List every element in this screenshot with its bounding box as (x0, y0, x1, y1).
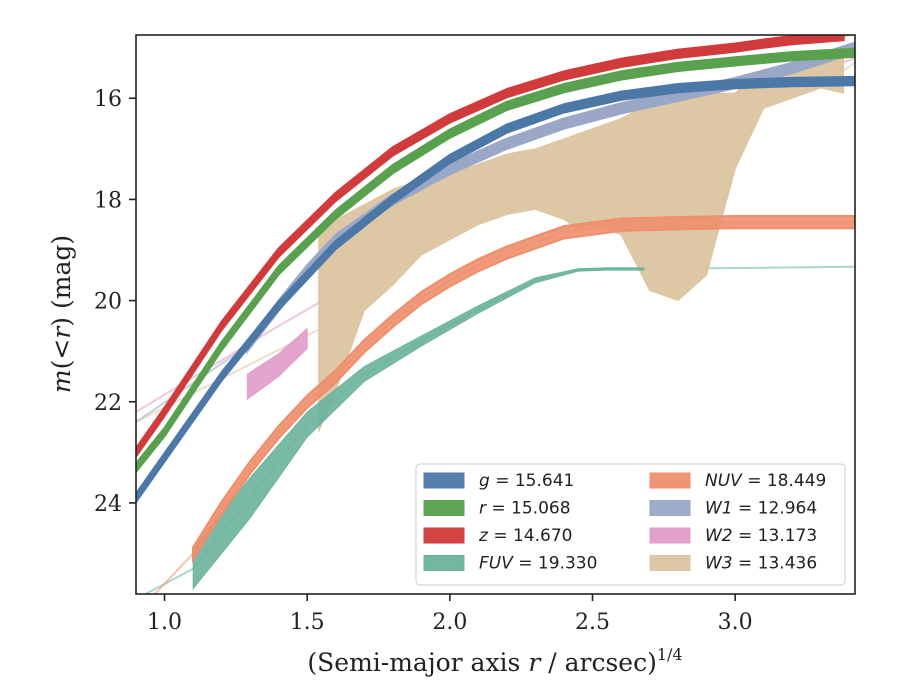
y-axis-label: m(<r) (mag) (47, 235, 76, 393)
legend-label-fuv: FUV = 19.330 (479, 554, 597, 574)
legend-swatch-r (423, 500, 465, 516)
data-band-z (136, 35, 845, 459)
legend-label-r: r = 15.068 (479, 499, 571, 519)
x-tick-label: 1.5 (290, 610, 325, 635)
legend-swatch-fuv (423, 555, 465, 571)
legend-label-nuv: NUV = 18.449 (705, 471, 826, 491)
legend-swatch-g (423, 472, 465, 489)
legend: g = 15.641 r = 15.068 z = 14.670 FUV = 19.3… (415, 463, 846, 586)
legend-swatch-w2 (649, 527, 691, 544)
legend-label-w2: W2 = 13.173 (705, 526, 817, 546)
plot-frame (135, 34, 856, 595)
data-band-g (136, 75, 855, 504)
legend-swatch-w3 (649, 555, 691, 571)
x-tick-label: 3.0 (718, 610, 753, 635)
x-tick-label: 2.0 (432, 610, 467, 635)
legend-swatch-w1 (649, 500, 691, 516)
y-tick-label: 24 (94, 492, 122, 517)
data-band-w2 (246, 327, 308, 400)
legend-label-w1: W1 = 12.964 (705, 499, 817, 519)
legend-label-w3: W3 = 13.436 (705, 554, 817, 574)
y-tick-label: 20 (94, 290, 122, 315)
x-tick-label: 1.0 (147, 610, 182, 635)
y-tick-label: 18 (94, 188, 122, 213)
data-band-fuv (192, 267, 645, 591)
data-band-nuv (192, 215, 855, 564)
y-tick-label: 16 (94, 87, 122, 112)
y-tick-label: 22 (94, 391, 122, 416)
data-band-r (136, 47, 855, 474)
data-band-w3 (318, 47, 844, 433)
x-tick-label: 2.5 (575, 610, 610, 635)
legend-swatch-z (423, 527, 465, 544)
legend-label-g: g = 15.641 (479, 471, 574, 491)
legend-label-z: z = 14.670 (478, 526, 572, 546)
legend-swatch-nuv (649, 472, 691, 489)
legend-box (415, 463, 846, 586)
axis-ticks: 1.0 1.5 2.0 2.5 3.0 16 18 20 22 24 (94, 87, 753, 635)
data-bands-layer (136, 35, 855, 591)
x-axis-label: (Semi-major axis r / arcsec)1/4 (307, 645, 682, 677)
